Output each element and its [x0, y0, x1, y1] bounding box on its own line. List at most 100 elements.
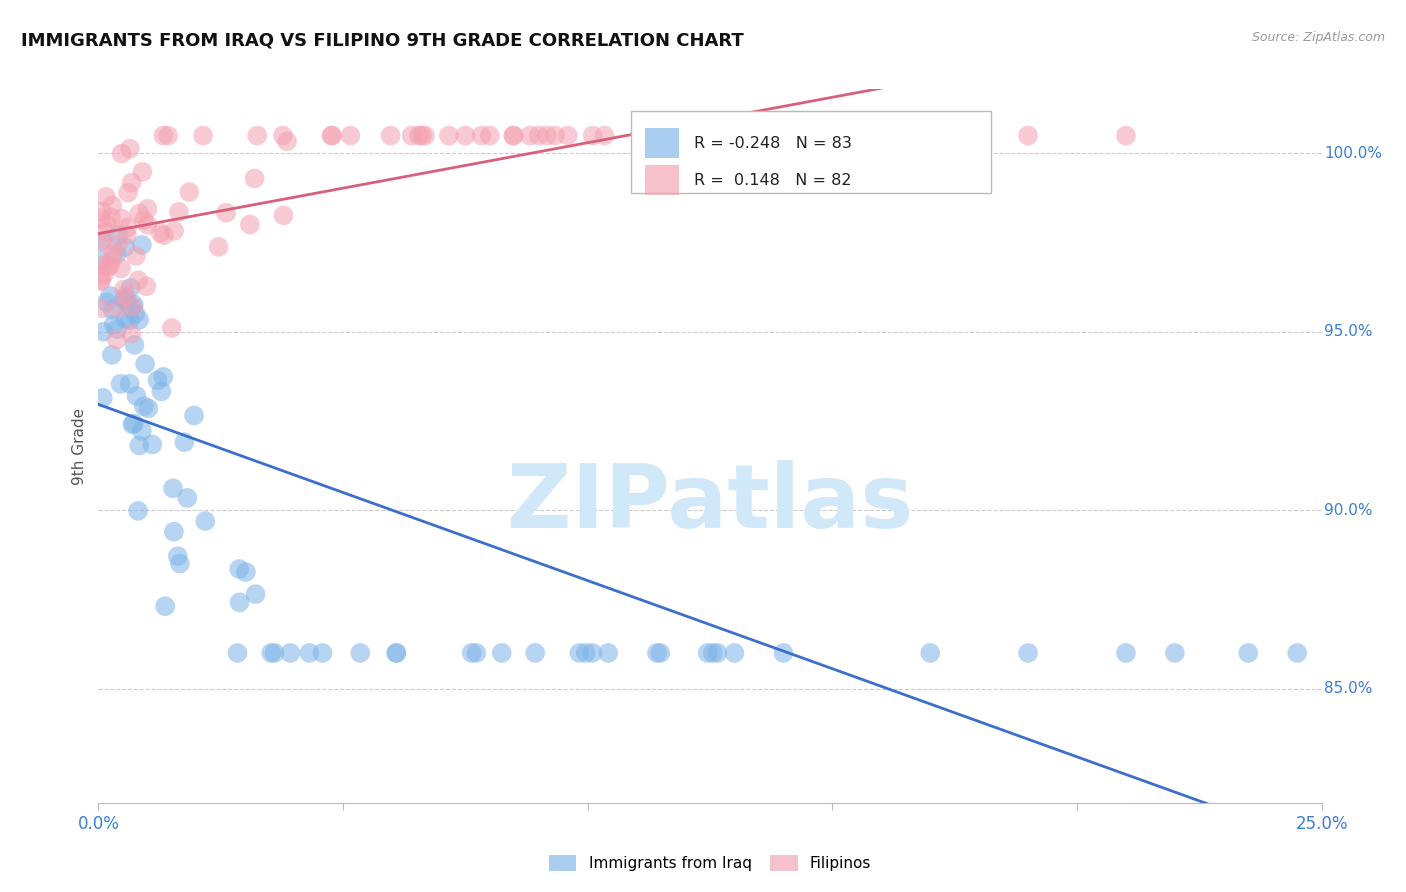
Point [321, 128, 343, 143]
Point [478, 128, 501, 143]
Point [124, 338, 146, 352]
Point [101, 198, 124, 212]
Point [112, 293, 135, 307]
Point [544, 128, 567, 143]
Point [105, 247, 128, 261]
Point [524, 646, 547, 660]
Point [149, 226, 172, 240]
Point [527, 128, 550, 143]
Point [176, 491, 198, 505]
Point [228, 562, 250, 576]
Text: R =  0.148   N = 82: R = 0.148 N = 82 [695, 173, 852, 188]
Point [582, 128, 605, 143]
Point [706, 646, 728, 660]
Point [276, 134, 298, 148]
Point [136, 401, 159, 416]
Point [100, 211, 122, 225]
Point [103, 245, 125, 260]
Point [136, 218, 159, 232]
Point [502, 128, 524, 143]
Point [150, 384, 173, 399]
Point [121, 176, 143, 190]
Point [131, 165, 153, 179]
Y-axis label: 9th Grade: 9th Grade [72, 408, 87, 484]
Point [108, 301, 131, 315]
Point [115, 220, 138, 235]
Point [120, 300, 142, 314]
Point [162, 481, 184, 495]
Point [152, 369, 174, 384]
Point [101, 251, 124, 265]
Point [870, 128, 893, 143]
Point [96, 218, 118, 232]
Point [502, 128, 524, 143]
Point [153, 228, 176, 243]
Point [271, 128, 294, 143]
Text: 85.0%: 85.0% [1324, 681, 1372, 696]
Point [183, 409, 205, 423]
Point [413, 128, 436, 143]
Point [120, 281, 142, 295]
Point [90, 253, 112, 268]
Point [260, 646, 283, 660]
Point [128, 438, 150, 452]
Text: 95.0%: 95.0% [1324, 325, 1372, 339]
Point [128, 313, 150, 327]
Point [107, 238, 129, 252]
Point [118, 376, 141, 391]
Point [103, 318, 125, 332]
Point [163, 224, 186, 238]
Point [645, 646, 668, 660]
Point [134, 357, 156, 371]
Point [105, 322, 128, 336]
Text: Source: ZipAtlas.com: Source: ZipAtlas.com [1251, 31, 1385, 45]
Point [122, 298, 145, 312]
Point [115, 228, 138, 243]
Point [152, 128, 174, 143]
Point [339, 128, 361, 143]
Point [120, 326, 142, 341]
Point [593, 128, 616, 143]
Point [401, 128, 423, 143]
Point [125, 389, 148, 403]
Point [136, 202, 159, 216]
Point [491, 646, 513, 660]
Point [470, 128, 492, 143]
Point [797, 128, 820, 143]
Text: R = -0.248   N = 83: R = -0.248 N = 83 [695, 136, 852, 151]
Point [90, 273, 112, 287]
Point [146, 373, 169, 387]
Point [91, 301, 114, 316]
Point [94, 225, 117, 239]
Point [598, 646, 620, 660]
Point [385, 646, 408, 660]
Point [1164, 646, 1187, 660]
Point [112, 283, 135, 297]
Point [1017, 646, 1039, 660]
Point [191, 128, 214, 143]
Point [125, 249, 148, 263]
Point [160, 321, 183, 335]
Point [723, 646, 745, 660]
Point [115, 288, 138, 302]
Text: 90.0%: 90.0% [1324, 503, 1372, 517]
Point [581, 646, 603, 660]
Point [110, 261, 132, 276]
Point [226, 646, 249, 660]
Point [311, 646, 333, 660]
Point [121, 417, 143, 432]
Point [157, 128, 180, 143]
Point [91, 204, 114, 219]
Point [98, 289, 121, 303]
Point [568, 646, 591, 660]
FancyBboxPatch shape [645, 128, 679, 159]
Point [194, 514, 217, 528]
Point [131, 238, 153, 252]
Point [321, 128, 343, 143]
Point [246, 128, 269, 143]
Point [122, 300, 145, 314]
Point [93, 258, 115, 272]
Point [273, 208, 295, 222]
Text: ZIPatlas: ZIPatlas [508, 459, 912, 547]
Point [124, 307, 146, 321]
